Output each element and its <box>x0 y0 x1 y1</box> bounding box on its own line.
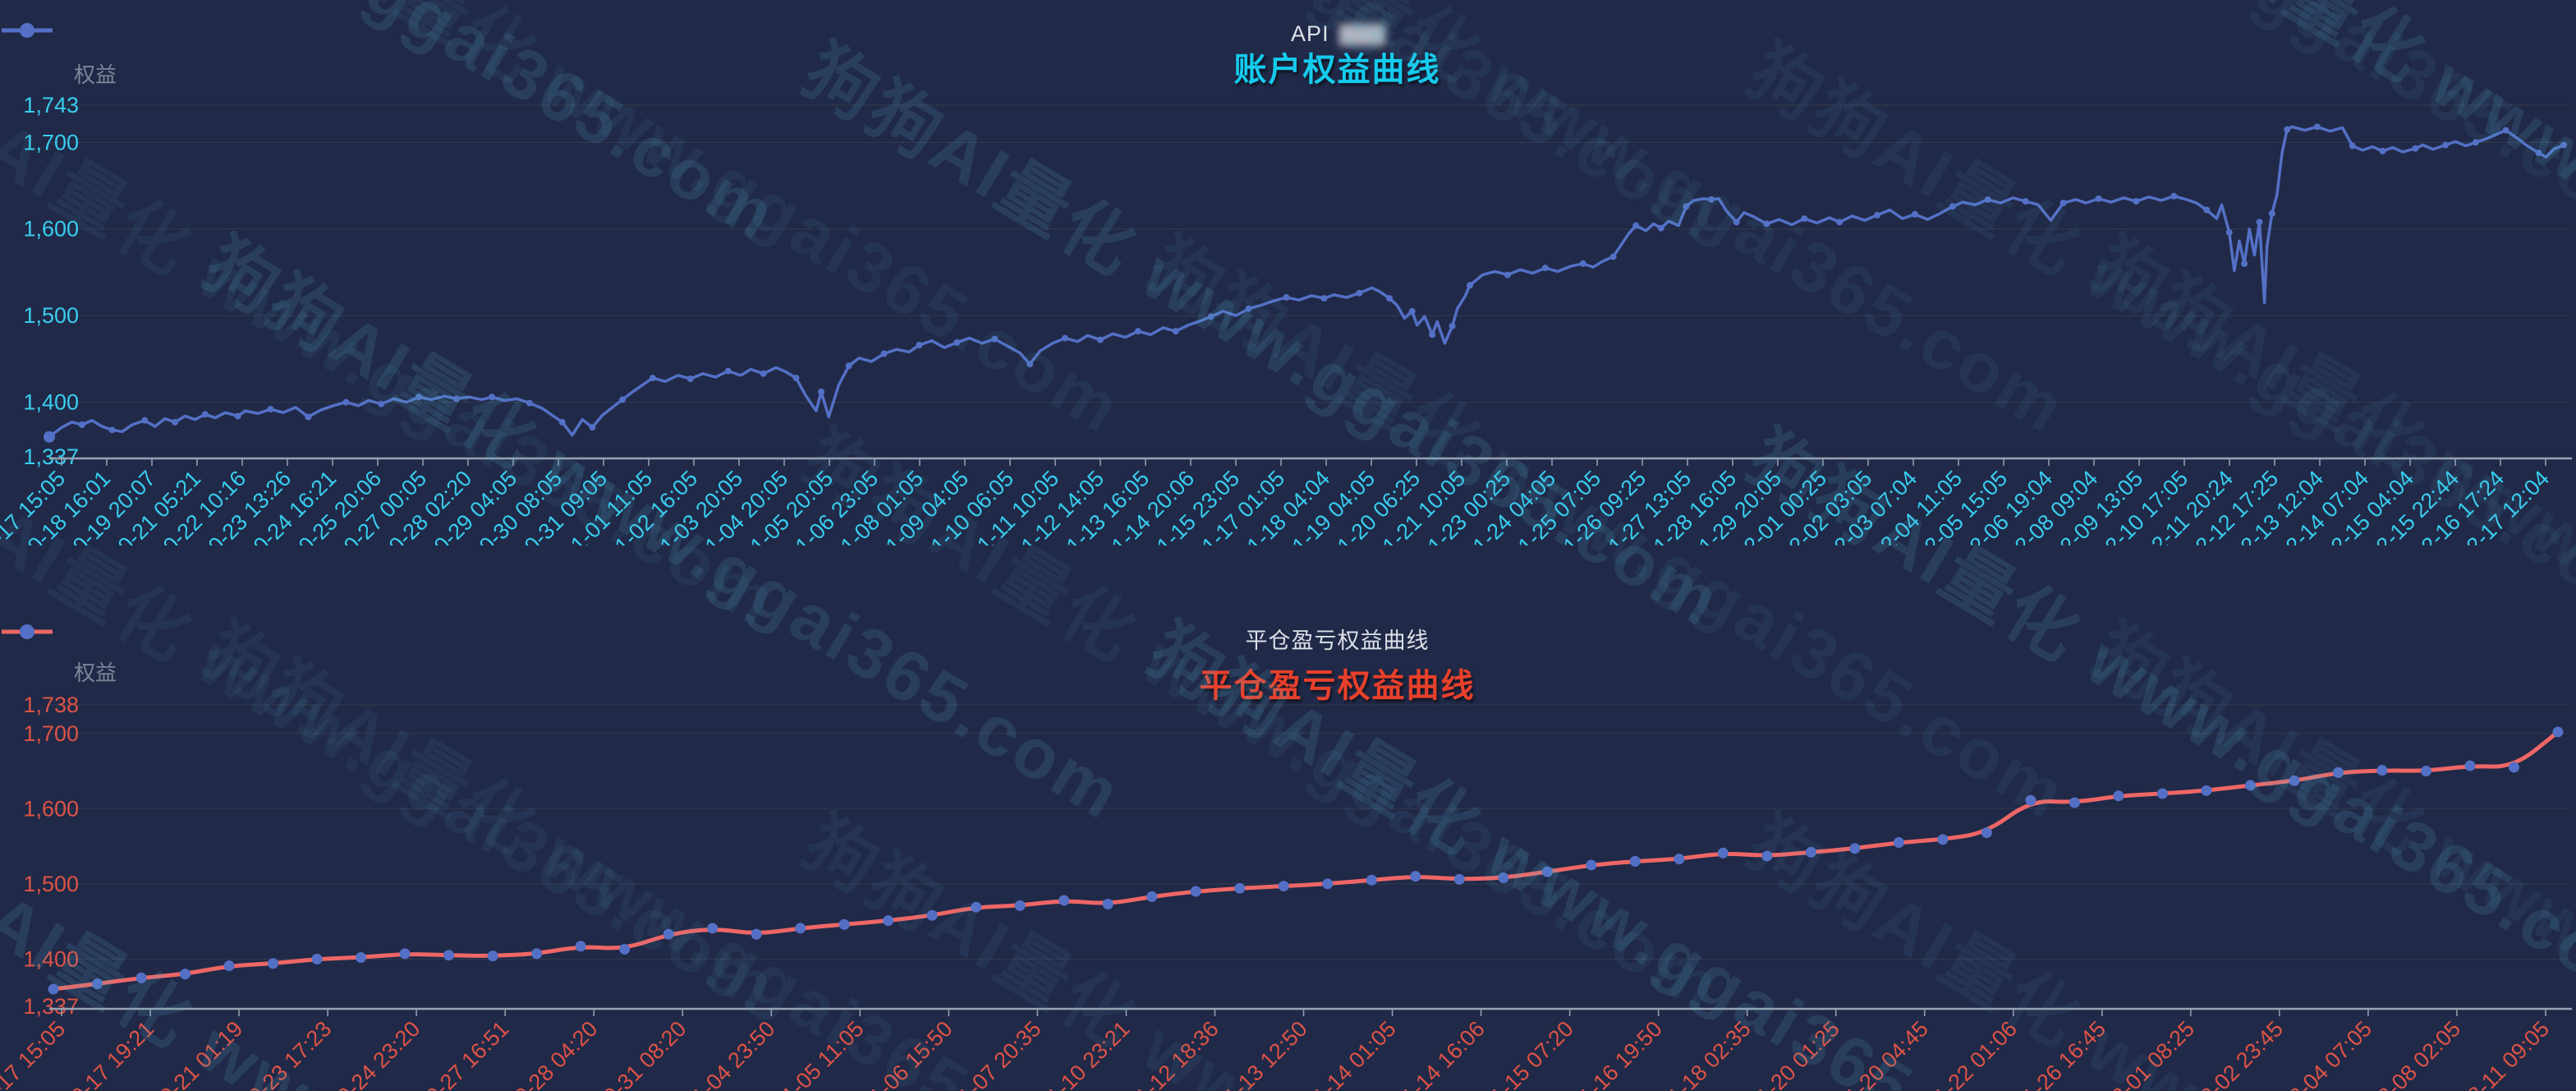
chart-title-account-equity: 账户权益曲线 <box>1233 52 1441 88</box>
series-markers <box>44 123 2567 443</box>
svg-text:1,337: 1,337 <box>23 994 79 1019</box>
svg-text:10-31 08:20: 10-31 08:20 <box>590 1016 691 1091</box>
svg-text:11-26 16:45: 11-26 16:45 <box>2010 1016 2110 1091</box>
legend-label-censored: ████ <box>1339 23 1385 44</box>
svg-text:权益: 权益 <box>74 62 117 87</box>
svg-text:11-12 18:36: 11-12 18:36 <box>1123 1016 1224 1091</box>
svg-text:10-28 04:20: 10-28 04:20 <box>501 1016 602 1091</box>
legend-line-marker-icon <box>2 23 53 38</box>
svg-text:11-07 20:35: 11-07 20:35 <box>946 1016 1046 1091</box>
svg-text:1,700: 1,700 <box>23 721 79 746</box>
gridlines <box>49 104 2570 403</box>
legend-line-marker-icon <box>2 624 53 639</box>
legend-closed-pnl[interactable]: 平仓盈亏权益曲线 <box>0 623 2576 655</box>
series-markers <box>48 726 2564 995</box>
svg-text:1,400: 1,400 <box>23 390 79 415</box>
svg-text:12-11 09:05: 12-11 09:05 <box>2454 1016 2555 1091</box>
svg-text:10-24 23:20: 10-24 23:20 <box>324 1016 425 1091</box>
svg-text:1,337: 1,337 <box>23 444 79 469</box>
svg-text:1,743: 1,743 <box>23 93 79 117</box>
svg-text:11-14 01:05: 11-14 01:05 <box>1301 1016 1401 1091</box>
svg-text:12-01 08:25: 12-01 08:25 <box>2098 1016 2199 1091</box>
legend-label: 平仓盈亏权益曲线 <box>1245 628 1430 653</box>
svg-text:1,738: 1,738 <box>23 693 79 717</box>
y-axis: 1,738 1,700 1,600 1,500 1,400 1,337 权益 <box>23 661 117 1019</box>
svg-text:10-17 19:21: 10-17 19:21 <box>57 1016 158 1091</box>
svg-text:1,700: 1,700 <box>23 130 79 154</box>
svg-text:1,500: 1,500 <box>23 872 79 896</box>
closed-pnl-equity-chart: 1,738 1,700 1,600 1,500 1,400 1,337 权益 10-17 15… <box>0 546 2576 1091</box>
legend-account-equity[interactable]: API ████ <box>0 21 2576 47</box>
svg-text:12-08 02:05: 12-08 02:05 <box>2364 1016 2465 1091</box>
svg-text:11-14 16:06: 11-14 16:06 <box>1389 1016 1490 1091</box>
svg-text:10-27 16:51: 10-27 16:51 <box>412 1016 513 1091</box>
svg-text:11-20 01:25: 11-20 01:25 <box>1744 1016 1844 1091</box>
svg-text:1,400: 1,400 <box>23 946 79 971</box>
svg-text:1,500: 1,500 <box>23 303 79 328</box>
svg-text:10-23 17:23: 10-23 17:23 <box>235 1016 336 1091</box>
svg-text:10-17 15:05: 10-17 15:05 <box>0 1016 70 1091</box>
svg-text:12-04 07:05: 12-04 07:05 <box>2275 1016 2376 1091</box>
svg-text:11-15 07:20: 11-15 07:20 <box>1478 1016 1578 1091</box>
svg-text:11-20 04:45: 11-20 04:45 <box>1833 1016 1933 1091</box>
closed-pnl-plot: 1,738 1,700 1,600 1,500 1,400 1,337 权益 10-17 15… <box>0 661 2572 1091</box>
svg-text:10-21 01:19: 10-21 01:19 <box>146 1016 247 1091</box>
svg-text:11-06 15:50: 11-06 15:50 <box>857 1016 957 1091</box>
svg-text:11-10 23:21: 11-10 23:21 <box>1035 1016 1135 1091</box>
svg-text:1,600: 1,600 <box>23 796 79 821</box>
chart-title-closed-pnl: 平仓盈亏权益曲线 <box>1199 668 1476 704</box>
svg-text:11-04 23:50: 11-04 23:50 <box>680 1016 780 1091</box>
svg-text:12-02 23:45: 12-02 23:45 <box>2187 1016 2288 1091</box>
svg-text:1,600: 1,600 <box>23 217 79 242</box>
svg-text:11-22 01:06: 11-22 01:06 <box>1922 1016 2022 1091</box>
y-axis: 1,743 1,700 1,600 1,500 1,400 1,337 权益 <box>23 62 117 469</box>
svg-text:11-13 12:50: 11-13 12:50 <box>1212 1016 1312 1091</box>
legend-label: API <box>1291 21 1329 46</box>
gridlines <box>49 704 2570 960</box>
account-equity-plot: 1,743 1,700 1,600 1,500 1,400 1,337 权益 10-17 15… <box>0 62 2572 546</box>
svg-text:11-16 19:50: 11-16 19:50 <box>1567 1016 1667 1091</box>
svg-text:11-05 11:05: 11-05 11:05 <box>769 1016 868 1091</box>
svg-text:11-18 02:35: 11-18 02:35 <box>1655 1016 1756 1091</box>
series-line <box>53 730 2560 992</box>
account-equity-chart: 1,743 1,700 1,600 1,500 1,400 1,337 权益 10-17 15… <box>0 21 2576 546</box>
series-line <box>48 125 2565 439</box>
svg-text:权益: 权益 <box>74 661 117 685</box>
